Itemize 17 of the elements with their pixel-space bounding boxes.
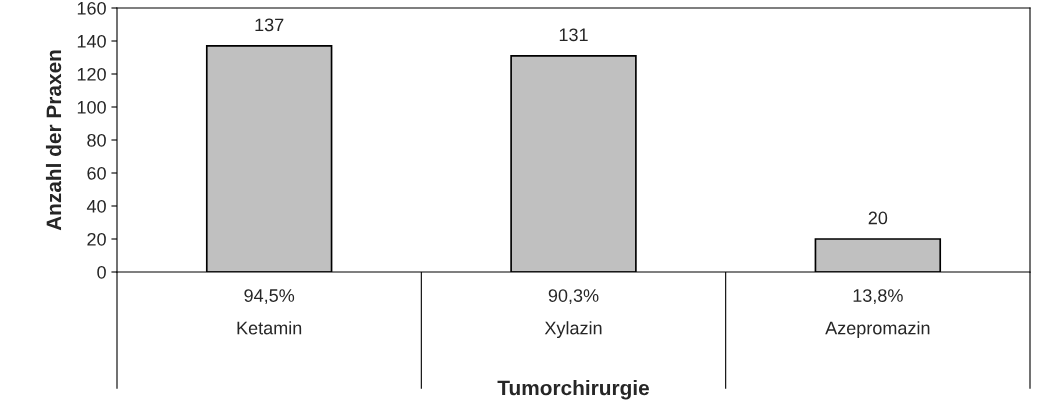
data-label: 20 [868,211,888,225]
y-axis-title: Anzahl der Praxen [45,50,62,231]
y-tick-label: 120 [77,67,106,81]
y-tick-label: 160 [77,1,106,15]
x-axis-title: Tumorchirurgie [497,380,649,400]
data-label: 137 [255,18,284,32]
x-tick-label: 90,3% Xylazin [544,289,602,339]
y-tick-label: 40 [86,199,106,213]
x-tick-label: 94,5% Ketamin [237,289,302,335]
y-tick-label: 80 [87,133,106,147]
x-tick-label: 13,8% Azepromazin [825,289,930,339]
data-label: 131 [559,28,588,42]
y-tick-label: 140 [77,34,106,48]
y-tick-label: 100 [77,100,106,114]
y-tick-label: 20 [87,232,106,246]
y-tick-label: 0 [97,265,106,279]
y-tick-label: 60 [87,166,106,180]
